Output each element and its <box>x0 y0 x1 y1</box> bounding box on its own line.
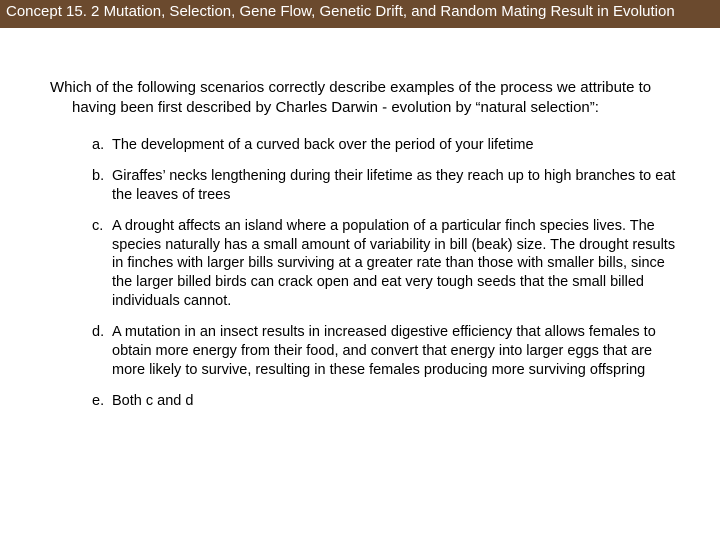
option-b: b. Giraffes’ necks lengthening during th… <box>92 167 680 205</box>
option-letter: e. <box>92 392 104 411</box>
option-c: c. A drought affects an island where a p… <box>92 217 680 311</box>
option-e: e. Both c and d <box>92 392 680 411</box>
option-text: The development of a curved back over th… <box>112 137 534 153</box>
option-letter: b. <box>92 167 104 186</box>
question-text: Which of the following scenarios correct… <box>62 78 680 119</box>
slide-content: Which of the following scenarios correct… <box>0 28 720 443</box>
option-letter: d. <box>92 323 104 342</box>
header-title: Concept 15. 2 Mutation, Selection, Gene … <box>6 3 675 20</box>
option-text: A mutation in an insect results in incre… <box>112 324 656 378</box>
option-d: d. A mutation in an insect results in in… <box>92 323 680 380</box>
option-text: Both c and d <box>112 393 193 409</box>
option-text: A drought affects an island where a popu… <box>112 218 675 309</box>
slide-header: Concept 15. 2 Mutation, Selection, Gene … <box>0 0 720 28</box>
option-a: a. The development of a curved back over… <box>92 136 680 155</box>
option-text: Giraffes’ necks lengthening during their… <box>112 168 675 203</box>
options-list: a. The development of a curved back over… <box>40 136 680 410</box>
option-letter: a. <box>92 136 104 155</box>
option-letter: c. <box>92 217 103 236</box>
